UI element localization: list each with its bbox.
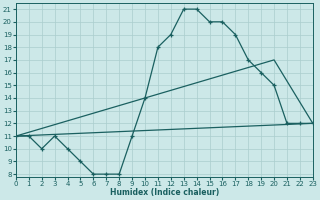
X-axis label: Humidex (Indice chaleur): Humidex (Indice chaleur) bbox=[110, 188, 219, 197]
